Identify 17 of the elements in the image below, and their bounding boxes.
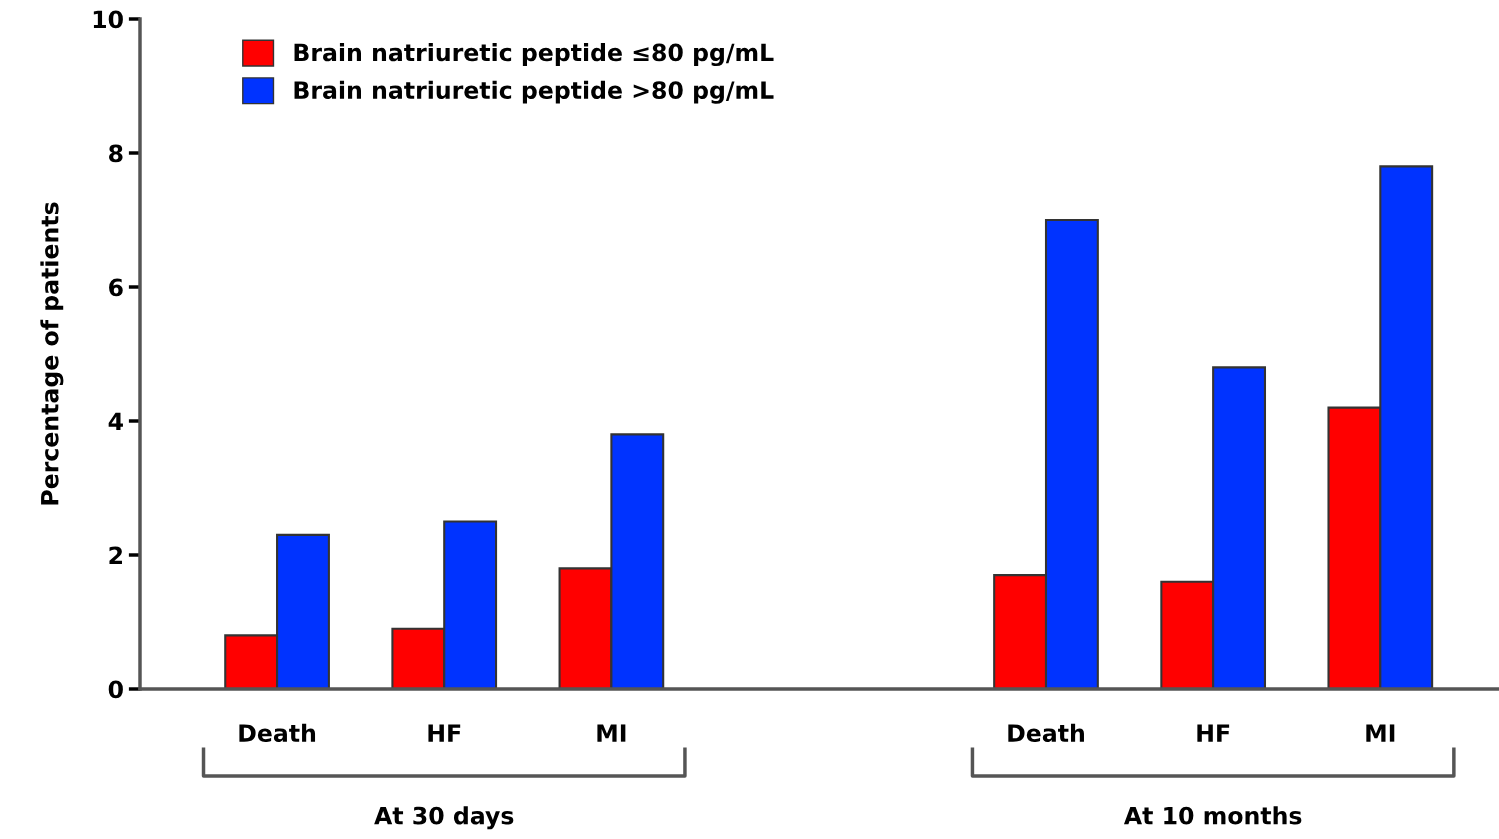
x-tick-label: MI (597, 724, 626, 742)
y-tick-label: 10 (93, 10, 123, 29)
legend-label: Brain natriuretic peptide >80 pg/mL (294, 80, 774, 104)
y-tick-label: 4 (108, 412, 123, 430)
x-tick-label: HF (428, 724, 461, 742)
y-tick-label: 0 (108, 680, 123, 699)
y-tick-label: 6 (109, 278, 123, 297)
legend-label: Brain natriuretic peptide ≤80 pg/mL (294, 43, 774, 67)
x-tick-label: HF (1197, 724, 1230, 742)
x-tick-label: Death (239, 723, 316, 742)
x-tick-label: Death (1008, 723, 1084, 742)
y-tick-label: 2 (109, 546, 122, 564)
text: At 30 days (374, 806, 514, 830)
y-tick-label: 8 (109, 144, 123, 163)
text: At 10 months (1123, 806, 1302, 825)
y-axis-title: Percentage of patients (40, 202, 64, 505)
x-tick-label: MI (1366, 724, 1395, 742)
